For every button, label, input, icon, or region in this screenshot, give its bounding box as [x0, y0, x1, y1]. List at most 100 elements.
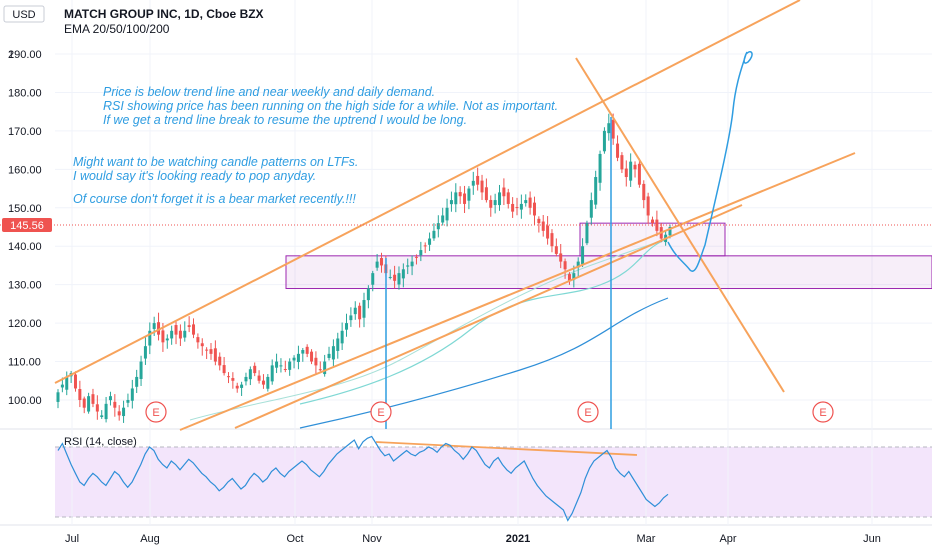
candle-body: [397, 273, 401, 285]
candle-body: [493, 200, 497, 206]
candle-body: [484, 187, 488, 201]
candle-body: [200, 343, 204, 347]
candle-body: [91, 394, 95, 404]
time-axis: Jul Aug Oct Nov 2021 Mar Apr Jun: [65, 533, 881, 545]
candle-body: [95, 404, 99, 412]
earnings-marker: [370, 401, 392, 423]
candle-body: [82, 398, 86, 408]
annotation-line-3: If we get a trend line break to resume t…: [103, 113, 467, 127]
candle-body: [108, 396, 112, 401]
y-tick-label: 120.00: [8, 318, 42, 330]
y-tick-label: 150.00: [8, 203, 42, 215]
candle-body: [310, 351, 314, 362]
rsi-line: [57, 435, 669, 522]
candle-body: [651, 219, 655, 224]
candle-body: [581, 246, 585, 265]
annotation-line-5: I would say it's looking ready to pop an…: [73, 169, 316, 183]
candle-body: [432, 230, 436, 239]
candle-body: [576, 261, 580, 268]
candle-body: [366, 288, 370, 301]
y-tick-label: 100.00: [8, 395, 42, 407]
candle-body: [467, 188, 471, 201]
candle-body: [270, 365, 274, 382]
candle-body: [388, 276, 392, 278]
candle-body: [572, 273, 576, 280]
earnings-marker: [812, 401, 834, 423]
candle-body: [419, 250, 423, 256]
candle-body: [423, 245, 427, 247]
candle-body: [261, 380, 265, 385]
currency-button[interactable]: [3, 5, 45, 23]
candle-body: [616, 143, 620, 158]
y-tick-label: 110.00: [8, 357, 41, 369]
candle-body: [594, 177, 598, 205]
candle-body: [349, 315, 353, 321]
candle-body: [157, 322, 161, 335]
y-tick-label: 170.00: [8, 126, 42, 138]
candle-body: [629, 161, 633, 181]
last-price-label: 145.56: [10, 220, 44, 232]
candle-body: [283, 368, 287, 370]
candle-body: [585, 223, 589, 244]
candle-body: [642, 183, 646, 201]
candle-body: [528, 197, 532, 208]
x-tick-label: 2021: [506, 533, 530, 545]
candle-body: [318, 369, 322, 371]
candle-body: [428, 238, 432, 245]
symbol-title[interactable]: MATCH GROUP INC, 1D, Cboe BZX: [64, 7, 264, 21]
candle-body: [362, 300, 366, 318]
candle-body: [445, 207, 449, 221]
candle-body: [607, 123, 611, 134]
candle-body: [170, 330, 174, 339]
candle-body: [637, 163, 641, 185]
earnings-marker-label: E: [377, 407, 384, 419]
rsi-label[interactable]: RSI (14, close): [64, 436, 137, 448]
candle-body: [340, 330, 344, 344]
descending-trendline: [575, 57, 785, 393]
candle-body: [449, 200, 453, 205]
indicator-label[interactable]: EMA 20/50/100/200: [64, 22, 170, 36]
candle-body: [279, 365, 283, 367]
trendline-upper-support: [179, 152, 856, 431]
candle-body: [209, 349, 213, 354]
candle-body: [305, 346, 309, 354]
x-tick-label: Nov: [362, 533, 382, 545]
earnings-marker-label: E: [152, 407, 159, 419]
candle-body: [327, 353, 331, 358]
candle-body: [331, 346, 335, 360]
candle-body: [646, 196, 650, 216]
candle-body: [519, 203, 523, 210]
candle-body: [458, 192, 462, 197]
annotation-line-2: RSI showing price has been running on th…: [103, 99, 558, 113]
main-pane: [0, 0, 932, 429]
currency-label: USD: [12, 9, 35, 21]
candle-body: [541, 221, 545, 231]
candle-body: [314, 357, 318, 366]
earnings-marker-label: E: [584, 407, 591, 419]
candle-body: [292, 357, 296, 361]
annotation-top: Price is below trend line and near weekl…: [103, 85, 558, 127]
candle-body: [161, 330, 165, 343]
candle-body: [524, 200, 528, 204]
candle-body: [655, 219, 659, 231]
candle-body: [143, 346, 147, 359]
upper-zone: [579, 222, 726, 257]
candle-body: [73, 374, 77, 389]
candle-body: [60, 384, 64, 388]
candle-body: [620, 155, 624, 170]
candle-body: [589, 200, 593, 218]
candle-body: [563, 261, 567, 270]
y-tick-label: 180.00: [8, 87, 42, 99]
candle-body: [353, 307, 357, 315]
candle-body: [358, 305, 362, 320]
candle-body: [550, 233, 554, 247]
candle-body: [275, 361, 279, 368]
candle-body: [511, 203, 515, 212]
candle-body: [235, 385, 239, 389]
candle-body: [471, 180, 475, 186]
candle-body: [559, 253, 563, 262]
candle-body: [122, 407, 126, 417]
demand-zone: [285, 255, 932, 290]
candle-body: [498, 192, 502, 206]
